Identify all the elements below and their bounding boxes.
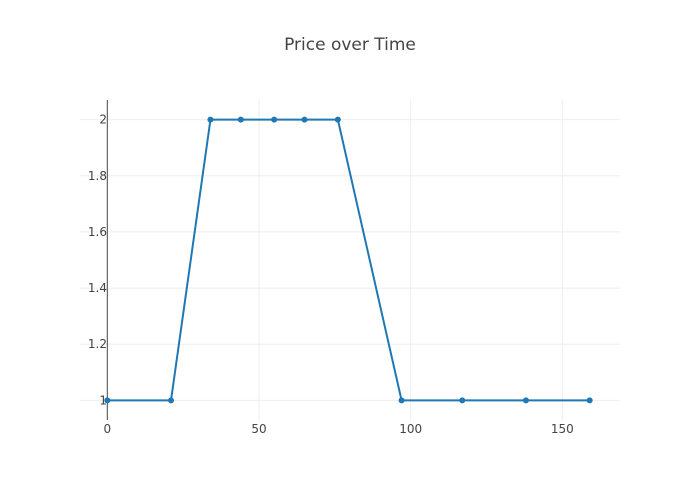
tick-labels: 1 1.2 1.4 1.6 1.8 2 0 50 100 150	[88, 113, 574, 436]
data-point[interactable]	[398, 397, 405, 404]
x-tick-label: 150	[551, 422, 574, 436]
x-tick-label: 100	[399, 422, 422, 436]
y-tick-label: 1.6	[88, 225, 107, 239]
series	[104, 116, 593, 404]
data-point[interactable]	[207, 116, 214, 123]
chart-title: Price over Time	[284, 35, 416, 55]
x-tick-label: 50	[251, 422, 266, 436]
x-tick-label: 0	[103, 422, 111, 436]
y-tick-label: 1	[99, 393, 107, 407]
plot-background	[80, 100, 620, 420]
data-point[interactable]	[271, 116, 278, 123]
y-tick-label: 1.4	[88, 281, 107, 295]
data-point[interactable]	[237, 116, 244, 123]
y-tick-label: 1.8	[88, 169, 107, 183]
data-point[interactable]	[586, 397, 593, 404]
data-point[interactable]	[522, 397, 529, 404]
data-point[interactable]	[168, 397, 175, 404]
y-tick-label: 2	[99, 113, 107, 127]
data-point[interactable]	[301, 116, 308, 123]
data-point[interactable]	[104, 397, 111, 404]
data-point[interactable]	[334, 116, 341, 123]
data-point[interactable]	[459, 397, 466, 404]
y-tick-label: 1.2	[88, 337, 107, 351]
